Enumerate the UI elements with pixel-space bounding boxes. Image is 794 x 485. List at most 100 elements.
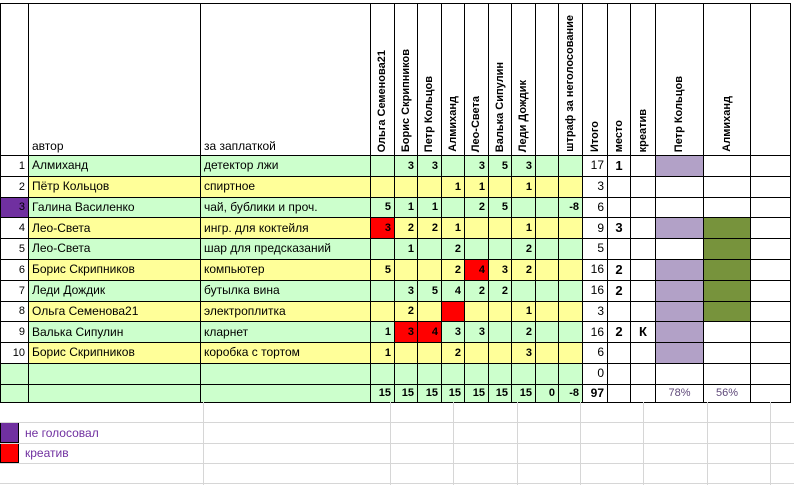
place-cell[interactable]: 2 [608,322,631,344]
score-cell[interactable] [418,363,442,385]
total-cell[interactable]: 17 [583,156,608,177]
score-cell[interactable]: 4 [465,259,489,281]
creative-cell[interactable] [631,280,656,302]
score-cell[interactable] [465,239,489,260]
place-cell[interactable] [608,343,631,364]
score-cell[interactable] [489,301,512,323]
place-cell[interactable] [608,176,631,198]
item-column-header[interactable]: за заплаткой [201,4,371,156]
score-cell[interactable]: 2 [395,301,418,323]
score-cell[interactable] [371,176,395,198]
total-cell[interactable]: 5 [583,239,608,260]
score-cell[interactable] [559,363,583,385]
extra-cell[interactable] [751,280,791,302]
creative-cell[interactable] [631,239,656,260]
score-cell[interactable]: 3 [489,259,512,281]
petr-percent-cell[interactable]: 78% [656,384,704,403]
extra-cell[interactable] [751,343,791,364]
voter-column-header[interactable]: Борис Скрипников [395,4,418,156]
corner-cell[interactable] [1,4,29,156]
extra-cell[interactable] [751,239,791,260]
score-cell[interactable] [371,239,395,260]
extra-cell[interactable] [751,363,791,385]
item-cell[interactable]: спиртное [201,176,371,198]
creative-column-header[interactable]: креатив [631,4,656,156]
author-cell[interactable]: Валька Сипулин [29,322,201,344]
legend-no-vote-label[interactable]: не голосовал [25,425,99,440]
almikhand-track-cell[interactable] [704,156,751,177]
row-number-cell[interactable]: 10 [1,343,29,364]
legend-creative-label[interactable]: креатив [25,446,69,460]
score-cell[interactable]: 2 [395,218,418,240]
item-cell[interactable]: компьютер [201,259,371,281]
score-cell[interactable]: 4 [442,280,465,302]
score-cell[interactable] [536,343,559,364]
score-cell[interactable] [395,343,418,364]
score-cell[interactable]: 5 [418,280,442,302]
score-cell[interactable] [536,259,559,281]
petr-track-cell[interactable] [656,322,704,344]
extra-cell[interactable] [751,301,791,323]
column-sum-cell[interactable]: 15 [442,384,465,403]
item-cell[interactable]: ингр. для коктейля [201,218,371,240]
score-cell[interactable] [559,218,583,240]
almikhand-track-cell[interactable] [704,197,751,219]
score-cell[interactable] [465,363,489,385]
column-sum-cell[interactable]: 15 [395,384,418,403]
score-cell[interactable]: 2 [512,322,536,344]
score-cell[interactable]: 2 [512,259,536,281]
almikhand-percent-cell[interactable]: 56% [704,384,751,403]
score-cell[interactable] [559,156,583,177]
author-cell[interactable]: Пётр Кольцов [29,176,201,198]
score-cell[interactable]: 3 [371,218,395,240]
score-cell[interactable] [559,259,583,281]
petr-track-cell[interactable] [656,197,704,219]
score-cell[interactable] [559,239,583,260]
extra-cell[interactable] [751,176,791,198]
almikhand-track-cell[interactable] [704,280,751,302]
total-cell[interactable]: 16 [583,322,608,344]
row-number-cell[interactable] [1,384,29,403]
score-cell[interactable] [371,301,395,323]
petr-track-cell[interactable] [656,280,704,302]
score-cell[interactable]: 3 [395,280,418,302]
row-number-cell[interactable]: 4 [1,218,29,240]
row-number-cell[interactable]: 9 [1,322,29,344]
place-cell[interactable] [608,197,631,219]
score-cell[interactable]: 3 [418,156,442,177]
score-cell[interactable] [418,301,442,323]
penalty-column-header[interactable]: штраф за неголосование [559,4,583,156]
total-cell[interactable]: 3 [583,176,608,198]
author-cell[interactable]: Алмиханд [29,156,201,177]
row-number-cell[interactable]: 6 [1,259,29,281]
score-cell[interactable] [536,239,559,260]
score-cell[interactable] [371,156,395,177]
creative-cell[interactable] [631,218,656,240]
creative-cell[interactable] [631,384,656,403]
almikhand-track-cell[interactable] [704,176,751,198]
voter-column-header[interactable]: Ольга Семенова21 [371,4,395,156]
score-cell[interactable]: 1 [371,322,395,344]
score-cell[interactable]: 2 [418,218,442,240]
score-cell[interactable] [489,322,512,344]
score-cell[interactable]: 2 [465,280,489,302]
extra-cell[interactable] [751,197,791,219]
place-cell[interactable]: 3 [608,218,631,240]
almikhand-track-cell[interactable] [704,301,751,323]
score-cell[interactable] [395,363,418,385]
place-cell[interactable] [608,384,631,403]
track-almikhand-column-header[interactable]: Алмиханд [704,4,751,156]
score-cell[interactable] [371,363,395,385]
petr-track-cell[interactable] [656,176,704,198]
total-cell[interactable]: 6 [583,197,608,219]
score-cell[interactable] [559,176,583,198]
score-cell[interactable]: 2 [442,343,465,364]
score-cell[interactable] [512,363,536,385]
column-sum-cell[interactable]: -8 [559,384,583,403]
creative-cell[interactable] [631,197,656,219]
empty-column-header[interactable] [536,4,559,156]
author-cell[interactable]: Борис Скрипников [29,259,201,281]
score-cell[interactable] [418,343,442,364]
row-number-cell[interactable]: 8 [1,301,29,323]
score-cell[interactable]: 2 [512,239,536,260]
